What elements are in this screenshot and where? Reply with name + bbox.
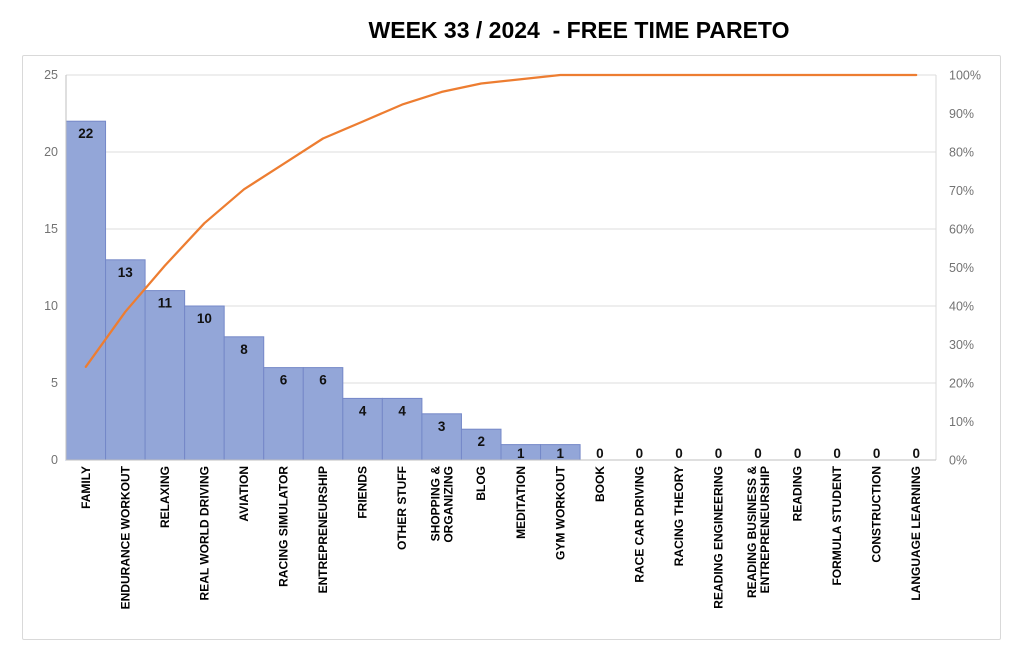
bar (460, 428, 502, 461)
chart-title: WEEK 33 / 2024 - FREE TIME PARETO (368, 17, 790, 43)
right-axis-tick: 10% (949, 415, 974, 429)
category-label-line: REAL WORLD DRIVING (197, 466, 211, 600)
left-axis-tick: 5 (51, 376, 58, 390)
bar-value-label: 0 (833, 446, 841, 461)
bar-value-label: 0 (596, 446, 604, 461)
bar-value-label: 0 (754, 446, 762, 461)
category-label-line: CONSTRUCTION (870, 466, 884, 563)
cumulative-line (84, 73, 918, 368)
bar-value-label: 13 (118, 265, 134, 280)
category-label-line: LANGUAGE LEARNING (909, 466, 923, 601)
category-label-line: ORGANIZING (442, 466, 456, 543)
category-label-line: RELAXING (158, 466, 172, 528)
bar-value-label: 10 (197, 311, 212, 326)
category-label: RACE CAR DRIVING (632, 466, 646, 583)
category-label: FAMILY (79, 466, 93, 509)
bar (421, 413, 462, 461)
category-label-line: RACE CAR DRIVING (632, 466, 646, 583)
category-label-line: MEDITATION (514, 466, 528, 539)
bar-value-label: 0 (912, 446, 920, 461)
category-label: OTHER STUFF (395, 466, 409, 550)
category-label-line: BLOG (474, 466, 488, 501)
category-label: AVIATION (237, 466, 251, 522)
bar-value-label: 3 (438, 419, 446, 434)
category-label-line: BOOK (593, 466, 607, 502)
bar-value-label: 11 (158, 296, 173, 311)
left-axis-tick: 20 (44, 145, 58, 159)
right-axis-tick: 40% (949, 300, 974, 314)
category-label: RELAXING (158, 466, 172, 528)
bar-value-label: 8 (240, 342, 248, 357)
left-axis-tick: 15 (44, 222, 58, 236)
category-label: READING (791, 466, 805, 521)
category-label-line: SHOPPING & (429, 466, 443, 542)
category-label-line: READING ENGINEERING (712, 466, 726, 609)
category-label-line: READING BUSINESS & (745, 466, 759, 598)
right-axis-tick: 30% (949, 338, 974, 352)
category-label: BOOK (593, 466, 607, 502)
bar-value-label: 0 (873, 446, 881, 461)
category-label: ENTREPRENEURSHIP (316, 466, 330, 593)
right-axis-tick: 90% (949, 107, 974, 121)
bar (381, 397, 423, 461)
bar-value-label: 0 (794, 446, 802, 461)
bar (184, 305, 225, 461)
category-label: LANGUAGE LEARNING (909, 466, 923, 601)
right-axis-tick: 60% (949, 223, 974, 237)
bar (144, 290, 186, 461)
right-axis-tick: 20% (949, 377, 974, 391)
left-axis-tick: 25 (44, 68, 58, 82)
category-label-line: FAMILY (79, 466, 93, 509)
bar (65, 120, 107, 461)
chart-frame[interactable]: 22 13 11 10 8 6 6 4 4 3 2 1 1 0 0 0 0 0 0 0 0 0 0 5 10 15 20 25 0% 10… (22, 55, 1001, 640)
category-label: SHOPPING & ORGANIZING (429, 466, 456, 543)
right-axis-tick: 100% (949, 69, 981, 83)
bar-value-label: 22 (78, 126, 93, 141)
category-label: READING ENGINEERING (712, 466, 726, 609)
category-label-line: OTHER STUFF (395, 466, 409, 550)
category-label: BLOG (474, 466, 488, 501)
category-label-line: FORMULA STUDENT (830, 465, 844, 585)
category-label-line: ENTREPRENEURSHIP (316, 466, 330, 593)
category-label: FRIENDS (356, 466, 370, 519)
category-label-line: RACING THEORY (672, 466, 686, 566)
category-label: GYM WORKOUT (553, 465, 567, 560)
category-label: ENDURANCE WORKOUT (118, 465, 132, 609)
bar-value-label: 6 (319, 373, 327, 388)
bar (105, 259, 146, 461)
bar-value-label: 0 (675, 446, 683, 461)
category-label: READING BUSINESS & ENTREPRENEURSHIP (745, 466, 772, 598)
left-axis-tick: 0 (51, 453, 58, 467)
category-label: MEDITATION (514, 466, 528, 539)
bar-value-label: 4 (359, 403, 367, 418)
right-axis-tick: 50% (949, 261, 974, 275)
bar-value-label: 0 (715, 446, 723, 461)
category-label-line: ENTREPRENEURSHIP (758, 466, 772, 593)
category-label-line: FRIENDS (356, 466, 370, 519)
left-axis-tick: 10 (44, 299, 58, 313)
category-label-line: ENDURANCE WORKOUT (118, 465, 132, 609)
bar-value-label: 6 (280, 373, 288, 388)
category-label-line: READING (791, 466, 805, 521)
category-label: FORMULA STUDENT (830, 465, 844, 585)
bar-value-label: 2 (477, 434, 485, 449)
category-label: RACING THEORY (672, 466, 686, 566)
category-label: CONSTRUCTION (870, 466, 884, 563)
bar-value-label: 0 (636, 446, 644, 461)
category-label-line: GYM WORKOUT (553, 465, 567, 560)
right-axis-tick: 70% (949, 184, 974, 198)
right-axis-tick: 80% (949, 146, 974, 160)
category-label-line: RACING SIMULATOR (277, 466, 291, 587)
right-axis-tick: 0% (949, 454, 967, 468)
bar (342, 397, 383, 461)
category-label-line: AVIATION (237, 466, 251, 522)
bar-value-label: 4 (398, 403, 406, 418)
category-label: REAL WORLD DRIVING (197, 466, 211, 600)
bar-value-label: 1 (557, 446, 565, 461)
bar-value-label: 1 (517, 446, 525, 461)
category-label: RACING SIMULATOR (277, 466, 291, 587)
